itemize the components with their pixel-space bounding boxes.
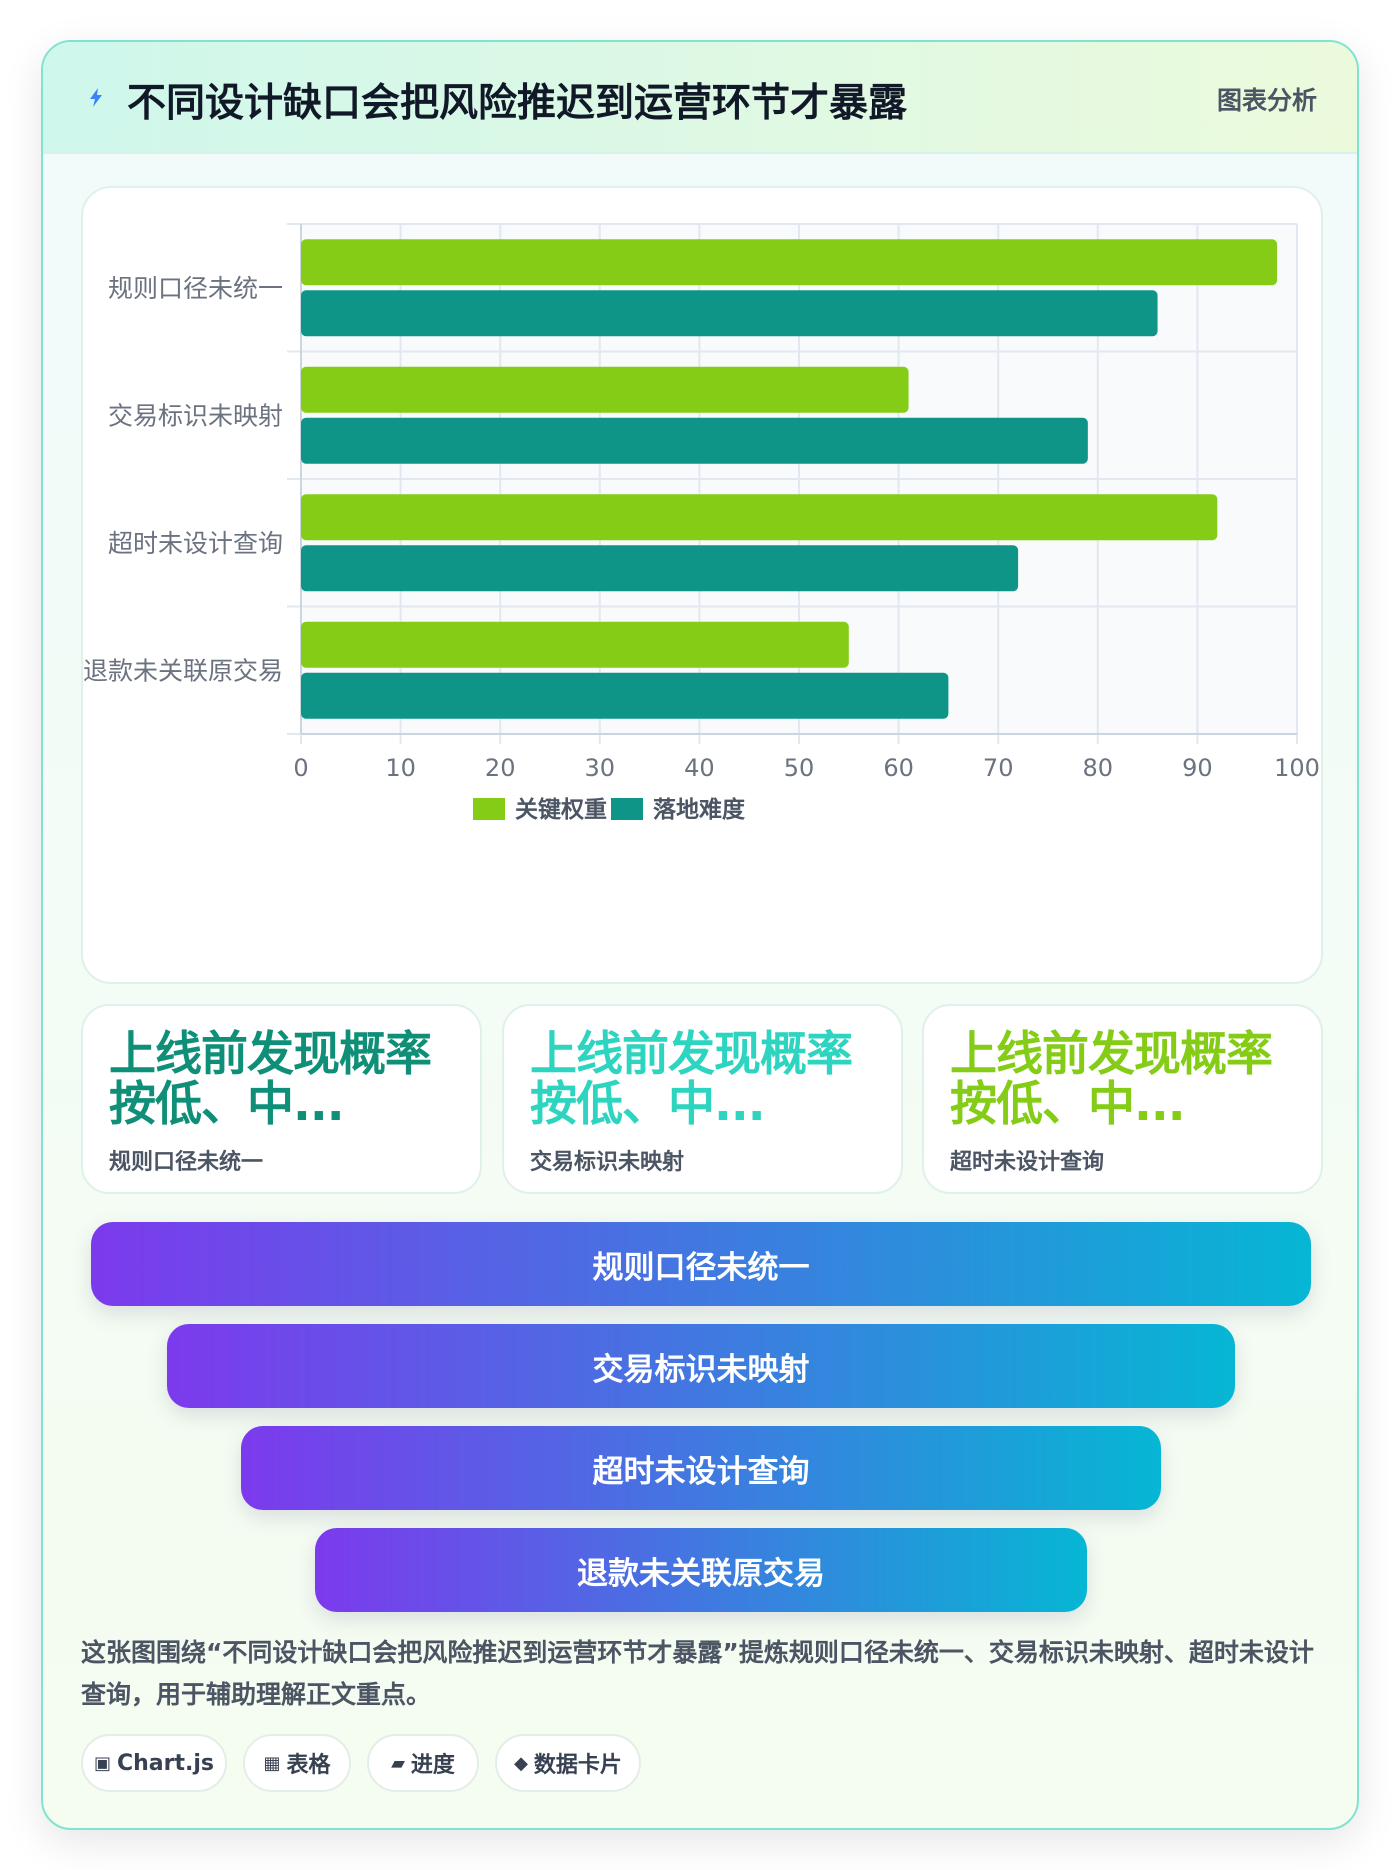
legend-swatch [473, 798, 505, 820]
category-label: 超时未设计查询 [108, 529, 283, 558]
summary-text: 这张图围绕“不同设计缺口会把风险推迟到运营环节才暴露”提炼规则口径未统一、交易标… [81, 1638, 1314, 1709]
bar [301, 417, 1088, 464]
chip-data-card[interactable]: ◆ 数据卡片 [495, 1734, 641, 1792]
legend-swatch [611, 798, 643, 820]
table-icon: ▦ [263, 1752, 281, 1774]
stat-value: 上线前发现概率按低、中... [530, 1027, 853, 1132]
bar [301, 239, 1278, 286]
legend-label: 关键权重 [515, 796, 607, 823]
chip-label: 数据卡片 [533, 1753, 622, 1778]
progress-icon: ▰ [391, 1752, 405, 1774]
panel-header: 不同设计缺口会把风险推迟到运营环节才暴露 图表分析 [43, 42, 1357, 154]
stat-card-1: 上线前发现概率按低、中... 规则口径未统一 [81, 1004, 482, 1194]
bar [301, 621, 849, 668]
bar [301, 672, 949, 719]
x-tick-label: 40 [684, 754, 715, 782]
funnel-step-2: 交易标识未映射 [167, 1324, 1235, 1408]
x-tick-label: 90 [1182, 754, 1213, 782]
chart-panel: 不同设计缺口会把风险推迟到运营环节才暴露 图表分析 0 10 20 30 40 50 60 7… [41, 40, 1359, 1830]
legend-label: 落地难度 [653, 796, 746, 823]
x-tick-label: 0 [293, 754, 308, 782]
stat-value: 上线前发现概率按低、中... [950, 1027, 1273, 1132]
chart-card: 0 10 20 30 40 50 60 70 80 90 100 规则口径未统一 交易标识未映射 超时未设… [81, 186, 1323, 984]
x-tick-label: 20 [485, 754, 516, 782]
diamond-icon: ◆ [514, 1752, 528, 1774]
chart-icon: ▣ [93, 1752, 111, 1774]
category-label: 交易标识未映射 [108, 401, 283, 430]
x-tick-label: 10 [385, 754, 416, 782]
page-title: 不同设计缺口会把风险推迟到运营环节才暴露 [127, 81, 908, 126]
x-tick-label: 80 [1083, 754, 1114, 782]
chip-label: Chart.js [117, 1750, 215, 1776]
x-tick-label: 100 [1274, 754, 1320, 782]
funnel-step-4: 退款未关联原交易 [315, 1528, 1087, 1612]
category-label: 退款未关联原交易 [83, 656, 283, 685]
chip-table[interactable]: ▦ 表格 [243, 1734, 351, 1792]
stat-card-2: 上线前发现概率按低、中... 交易标识未映射 [502, 1004, 903, 1194]
chip-chartjs[interactable]: ▣ Chart.js [81, 1734, 227, 1792]
chip-label: 进度 [410, 1753, 455, 1778]
funnel-step-3: 超时未设计查询 [241, 1426, 1161, 1510]
bar [301, 366, 909, 413]
x-tick-label: 70 [983, 754, 1014, 782]
bar [301, 545, 1019, 592]
category-label: 规则口径未统一 [108, 274, 283, 303]
funnel-step-1: 规则口径未统一 [91, 1222, 1311, 1306]
chip-label: 表格 [286, 1753, 331, 1778]
stat-label: 交易标识未映射 [530, 1150, 685, 1175]
chart-analysis-tag: 图表分析 [1216, 86, 1317, 115]
chip-progress[interactable]: ▰ 进度 [367, 1734, 479, 1792]
bar [301, 494, 1218, 541]
lightning-icon [90, 88, 102, 107]
x-tick-label: 30 [585, 754, 616, 782]
stat-card-3: 上线前发现概率按低、中... 超时未设计查询 [922, 1004, 1323, 1194]
bar [301, 290, 1158, 337]
bar-chart: 0 10 20 30 40 50 60 70 80 90 100 规则口径未统一交易标识未映射超时未设… [83, 223, 1320, 823]
stat-value: 上线前发现概率按低、中... [109, 1027, 432, 1132]
x-tick-label: 50 [784, 754, 815, 782]
stat-label: 规则口径未统一 [109, 1150, 264, 1175]
x-tick-label: 60 [883, 754, 914, 782]
stat-label: 超时未设计查询 [950, 1150, 1105, 1175]
